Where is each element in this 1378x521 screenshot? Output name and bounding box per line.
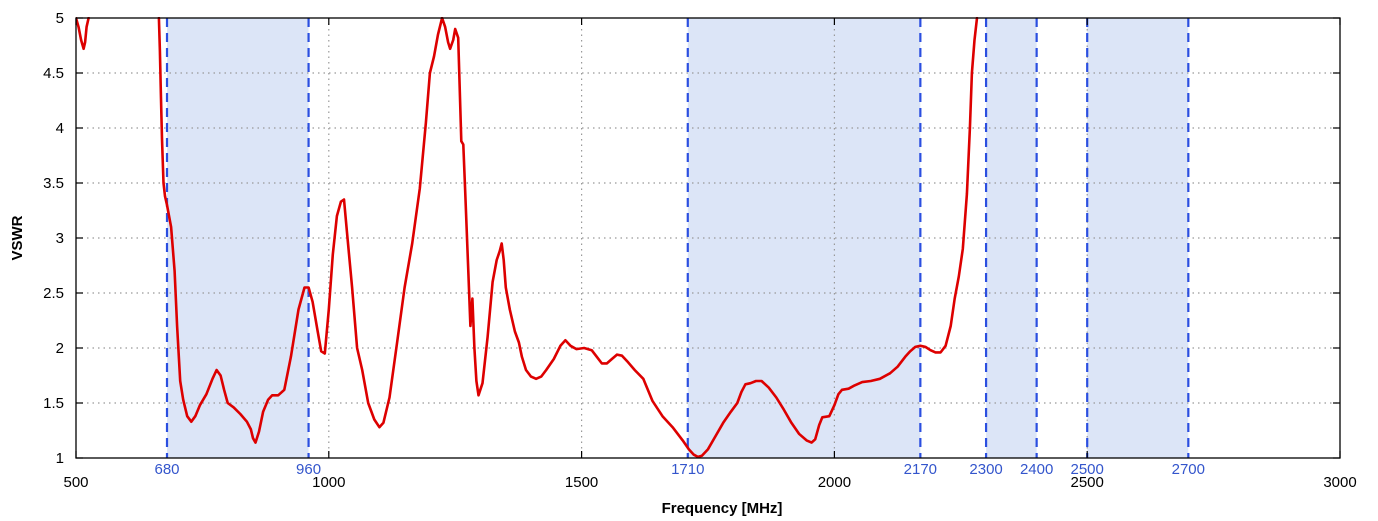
x-tick-label: 2000 — [818, 474, 851, 491]
y-axis-title: VSWR — [9, 215, 26, 260]
band-edge-lines — [165, 18, 1190, 458]
vswr-series — [76, 17, 979, 459]
band-shade-0 — [167, 18, 309, 458]
x-tick-label: 500 — [63, 474, 88, 491]
vswr-line-segment-0-0 — [76, 17, 90, 51]
y-tick-label: 4.5 — [43, 65, 64, 82]
y-tick-label: 2.5 — [43, 285, 64, 302]
y-tick-label: 3.5 — [43, 175, 64, 192]
band-label: 2400 — [1020, 461, 1053, 478]
y-tick-label: 1 — [56, 450, 64, 467]
band-label: 2170 — [904, 461, 937, 478]
band-label: 2300 — [969, 461, 1002, 478]
x-tick-label: 1500 — [565, 474, 598, 491]
grid-lines — [76, 18, 1340, 458]
y-tick-label: 5 — [56, 10, 64, 27]
band-label: 2700 — [1172, 461, 1205, 478]
y-tick-label: 2 — [56, 340, 64, 357]
x-tick-label: 3000 — [1323, 474, 1356, 491]
y-axis-ticks: 1 1.5 2 2.5 3 3.5 4 4.5 5 — [43, 10, 1340, 467]
y-tick-label: 4 — [56, 120, 64, 137]
band-label: 680 — [154, 461, 179, 478]
vswr-line-segment-0-1 — [157, 17, 979, 459]
y-tick-label: 1.5 — [43, 395, 64, 412]
band-label: 960 — [296, 461, 321, 478]
x-tick-label: 2500 — [1071, 474, 1104, 491]
band-edge-labels: 680 960 1710 2170 2300 2400 2500 2700 — [154, 461, 1205, 478]
band-label: 2500 — [1071, 461, 1104, 478]
x-tick-label: 1000 — [312, 474, 345, 491]
y-tick-label: 3 — [56, 230, 64, 247]
x-axis-title: Frequency [MHz] — [662, 500, 783, 517]
band-shade-1 — [687, 18, 921, 458]
x-axis-ticks: 500 1000 1500 2000 2500 3000 — [63, 18, 1357, 491]
band-label: 1710 — [671, 461, 704, 478]
